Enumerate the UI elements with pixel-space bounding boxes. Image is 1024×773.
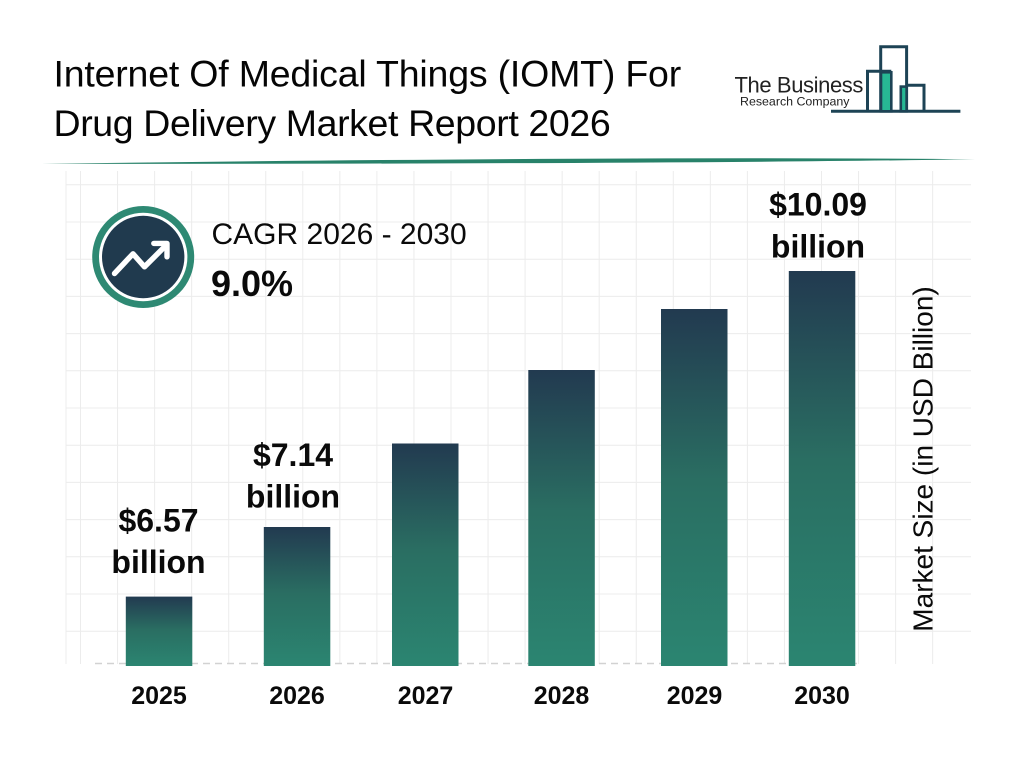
svg-text:9.0%: 9.0% [211,263,293,304]
svg-text:$6.57: $6.57 [118,503,198,539]
svg-text:The Business: The Business [735,72,864,97]
svg-text:billion: billion [111,544,205,580]
svg-text:CAGR 2026 - 2030: CAGR 2026 - 2030 [212,218,467,251]
svg-text:2030: 2030 [794,682,850,710]
svg-text:Drug Delivery Market Report 20: Drug Delivery Market Report 2026 [54,102,611,144]
svg-text:2025: 2025 [131,682,187,710]
svg-text:2027: 2027 [398,682,454,710]
svg-text:2026: 2026 [269,682,325,710]
svg-text:$7.14: $7.14 [253,437,333,473]
svg-text:billion: billion [246,479,340,515]
svg-text:2029: 2029 [667,682,723,710]
svg-text:billion: billion [771,229,865,265]
svg-text:2028: 2028 [534,682,590,710]
svg-text:$10.09: $10.09 [769,187,867,223]
svg-text:Internet Of Medical Things (IO: Internet Of Medical Things (IOMT) For [54,53,682,95]
svg-text:Research Company: Research Company [740,95,850,109]
svg-text:Market Size (in USD Billion): Market Size (in USD Billion) [908,286,939,631]
